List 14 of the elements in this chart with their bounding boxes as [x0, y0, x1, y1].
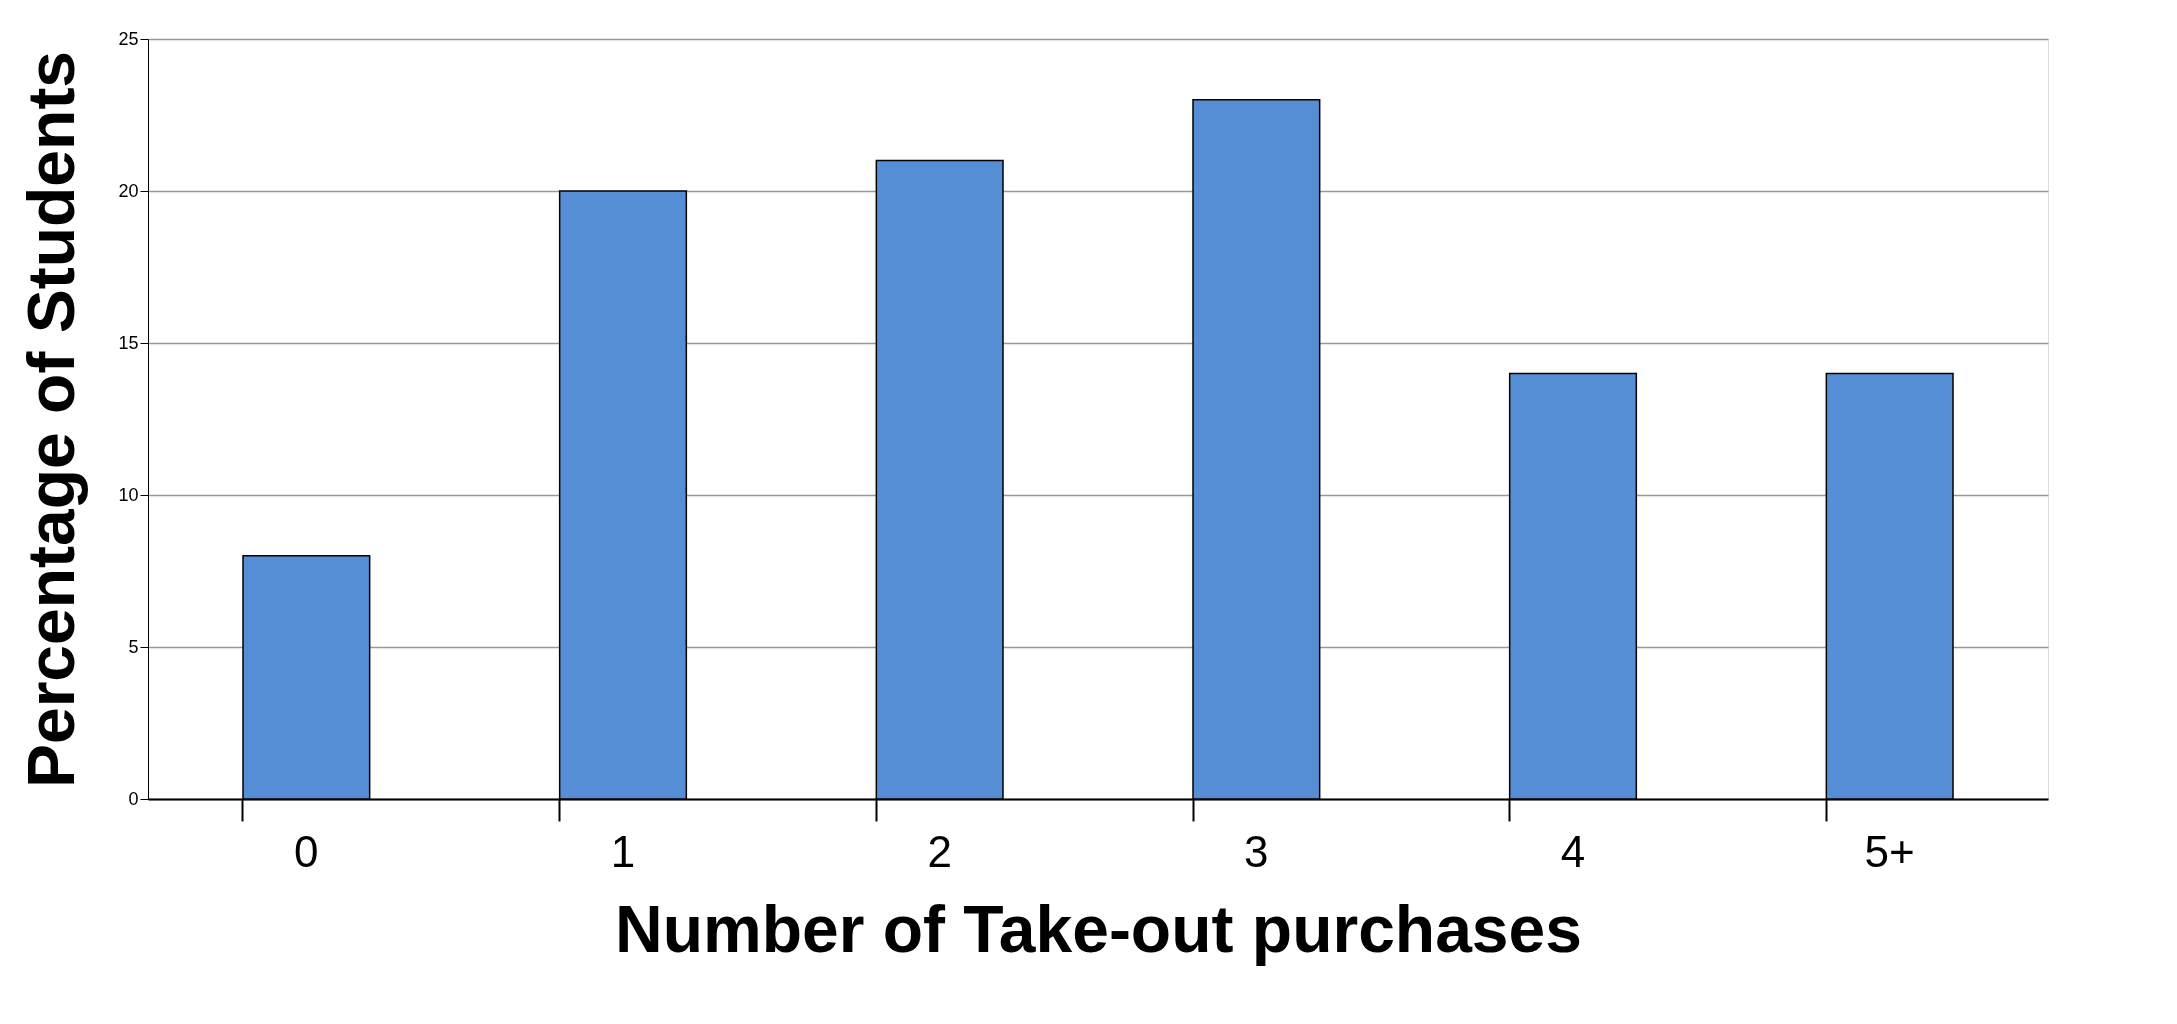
- y-tick-label: 15: [118, 332, 139, 353]
- y-tick-label: 10: [118, 484, 139, 505]
- y-axis-title: Percentage of Students: [14, 50, 89, 789]
- y-tick-label: 20: [118, 180, 139, 201]
- x-tick-label: 4: [1560, 826, 1586, 876]
- y-tick-label: 0: [128, 788, 139, 809]
- y-tick-label: 5: [128, 636, 139, 657]
- y-tick-label: 25: [118, 28, 139, 49]
- x-tick-label: 2: [927, 826, 952, 876]
- x-tick-label: 5+: [1864, 826, 1915, 876]
- x-tick-label: 0: [294, 826, 319, 876]
- x-tick-label: 1: [610, 826, 636, 876]
- x-axis-title: Number of Take-out purchases: [615, 891, 1582, 966]
- x-tick-label: 3: [1244, 826, 1269, 876]
